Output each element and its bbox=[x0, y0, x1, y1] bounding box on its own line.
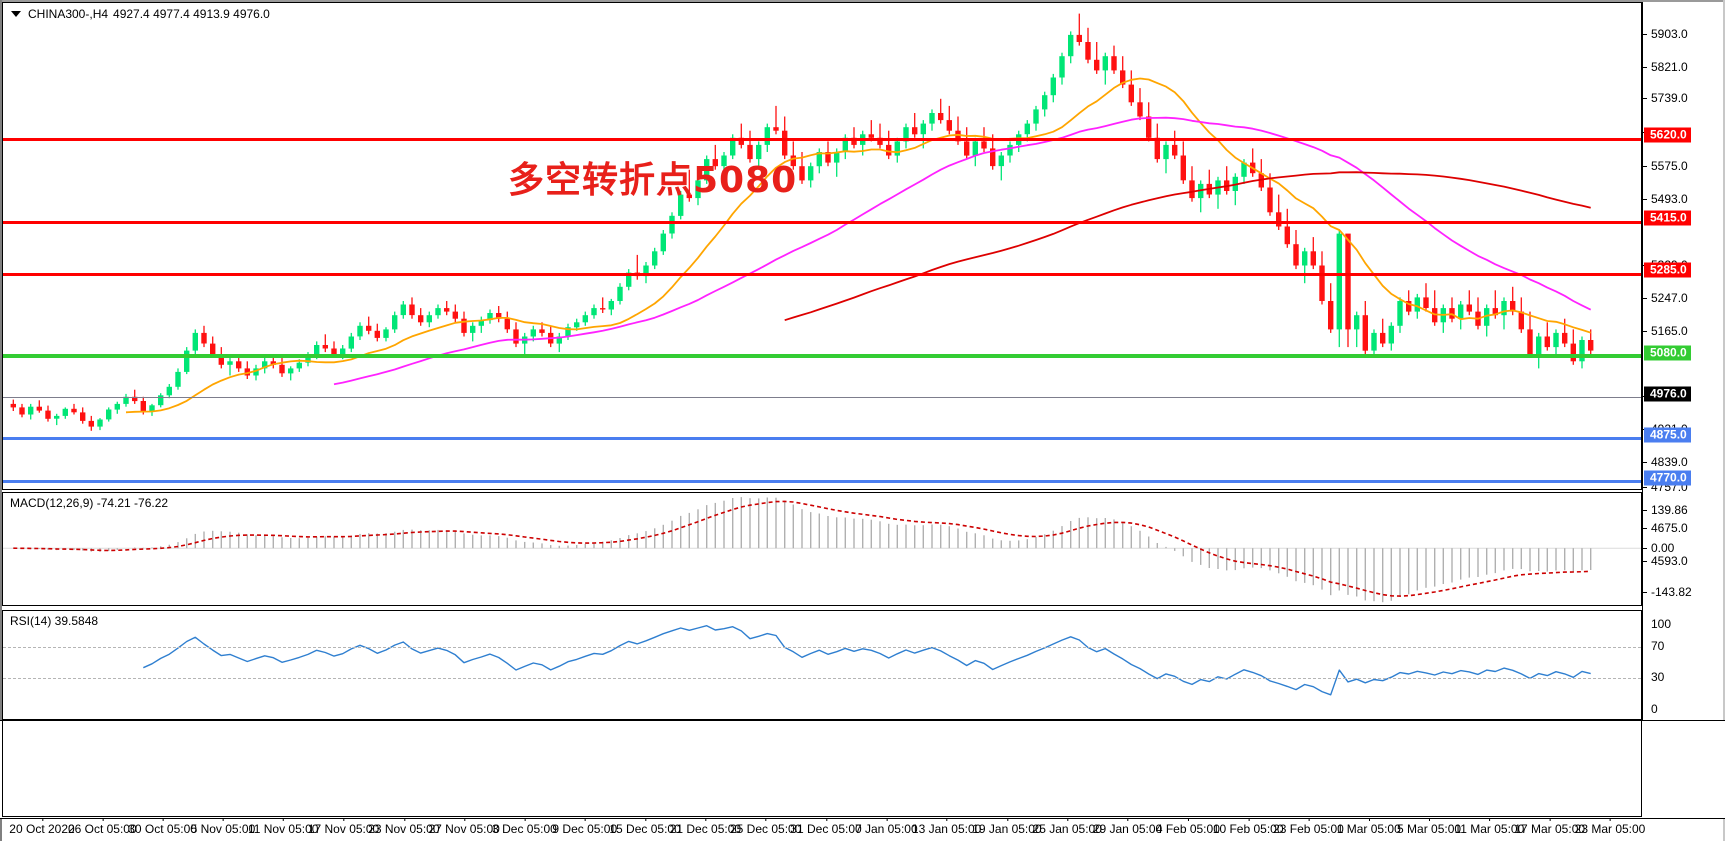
rsi-guide-70 bbox=[3, 647, 1641, 648]
macd-axis[interactable]: 139.86 0.00 -143.82 bbox=[1643, 492, 1723, 606]
time-label-11: 21 Dec 05:00 bbox=[669, 818, 742, 836]
price-badge-5285.0[interactable]: 5285.0 bbox=[1644, 262, 1691, 278]
time-label-8: 3 Dec 05:00 bbox=[492, 818, 557, 836]
time-label-15: 13 Jan 05:00 bbox=[911, 818, 982, 836]
rsi-indicator-label: RSI(14) 39.5848 bbox=[10, 614, 99, 628]
price-tick-5821.0: 5821.0 bbox=[1643, 61, 1688, 73]
time-label-14: 7 Jan 05:00 bbox=[854, 818, 918, 836]
price-series-svg bbox=[10, 13, 1594, 431]
price-pane[interactable]: CHINA300-,H4 4927.4 4977.4 4913.9 4976.0… bbox=[2, 2, 1642, 490]
price-tick-4839.0: 4839.0 bbox=[1643, 456, 1688, 468]
macd-pane[interactable]: MACD(12,26,9) -74.21 -76.22 bbox=[2, 492, 1642, 606]
price-plot-area bbox=[3, 3, 1641, 489]
time-label-21: 23 Feb 05:00 bbox=[1273, 818, 1344, 836]
macd-series-svg bbox=[3, 497, 1641, 603]
time-label-0: 20 Oct 2020 bbox=[9, 818, 75, 836]
rsi-tick-0: 0 bbox=[1651, 702, 1658, 716]
support-line-4770[interactable] bbox=[3, 480, 1641, 483]
chart-header: CHINA300-,H4 4927.4 4977.4 4913.9 4976.0 bbox=[11, 7, 270, 21]
time-label-18: 29 Jan 05:00 bbox=[1092, 818, 1163, 836]
macd-tick-0.00: 0.00 bbox=[1643, 542, 1674, 554]
rsi-tick-30: 30 bbox=[1651, 670, 1665, 684]
chart-bottom-band bbox=[0, 720, 1725, 818]
price-tick-5247.0: 5247.0 bbox=[1643, 292, 1688, 304]
time-label-5: 17 Nov 05:00 bbox=[307, 818, 380, 836]
rsi-axis[interactable]: 100 70 30 0 bbox=[1643, 610, 1723, 720]
time-label-23: 5 Mar 05:00 bbox=[1397, 818, 1462, 836]
price-tick-5739.0: 5739.0 bbox=[1643, 92, 1688, 104]
time-label-19: 4 Feb 05:00 bbox=[1155, 818, 1220, 836]
chart-annotation-text: 多空转折点5080 bbox=[508, 160, 798, 201]
time-label-12: 25 Dec 05:00 bbox=[729, 818, 802, 836]
current-price-line bbox=[3, 397, 1641, 398]
price-tick-5493.0: 5493.0 bbox=[1643, 193, 1688, 205]
time-label-20: 10 Feb 05:00 bbox=[1212, 818, 1284, 836]
macd-indicator-label: MACD(12,26,9) -74.21 -76.22 bbox=[10, 496, 169, 510]
time-label-17: 25 Jan 05:00 bbox=[1032, 818, 1102, 836]
price-axis[interactable]: 5903.05821.05739.05657.05575.05493.05329… bbox=[1643, 2, 1723, 567]
price-tick-4593.0: 4593.0 bbox=[1643, 555, 1688, 567]
time-label-2: 30 Oct 05:00 bbox=[128, 818, 197, 836]
time-label-9: 9 Dec 05:00 bbox=[552, 818, 618, 836]
time-label-7: 27 Nov 05:00 bbox=[428, 818, 500, 836]
rsi-pane[interactable]: RSI(14) 39.5848 bbox=[2, 610, 1642, 720]
time-axis[interactable]: 20 Oct 2020 26 Oct 05:00 30 Oct 05:00 5 Nov… bbox=[0, 818, 1725, 841]
time-label-3: 5 Nov 05:00 bbox=[190, 818, 256, 836]
time-label-4: 11 Nov 05:00 bbox=[247, 818, 319, 836]
vertical-scrollbar[interactable] bbox=[1723, 0, 1725, 841]
price-tick-4675.0: 4675.0 bbox=[1643, 522, 1688, 534]
price-badge-5620.0[interactable]: 5620.0 bbox=[1644, 127, 1691, 143]
time-label-26: 23 Mar 05:00 bbox=[1574, 818, 1646, 836]
price-badge-5415.0[interactable]: 5415.0 bbox=[1644, 210, 1691, 226]
triangle-down-icon[interactable] bbox=[11, 11, 21, 17]
rsi-tick-70: 70 bbox=[1651, 639, 1665, 653]
price-badge-5080.0[interactable]: 5080.0 bbox=[1644, 345, 1691, 361]
resistance-line-5285[interactable] bbox=[3, 273, 1641, 276]
macd-tick--143.82: -143.82 bbox=[1643, 586, 1692, 598]
time-label-10: 15 Dec 05:00 bbox=[609, 818, 681, 836]
support-line-4875[interactable] bbox=[3, 437, 1641, 440]
price-axis-divider bbox=[1642, 2, 1643, 720]
chart-bottom-band-inner bbox=[2, 721, 1642, 817]
ohlc-values: 4927.4 4977.4 4913.9 4976.0 bbox=[113, 7, 270, 21]
time-label-22: 1 Mar 05:00 bbox=[1336, 818, 1401, 836]
window-top-border bbox=[0, 0, 1725, 2]
price-badge-4875.0[interactable]: 4875.0 bbox=[1644, 427, 1691, 443]
time-label-13: 31 Dec 05:00 bbox=[790, 818, 862, 836]
rsi-tick-100: 100 bbox=[1651, 617, 1672, 631]
price-badge-4976.0[interactable]: 4976.0 bbox=[1644, 386, 1691, 402]
time-label-24: 11 Mar 05:00 bbox=[1454, 818, 1525, 836]
time-label-25: 17 Mar 05:00 bbox=[1514, 818, 1586, 836]
time-label-6: 23 Nov 05:00 bbox=[368, 818, 440, 836]
pivot-line-5080[interactable] bbox=[3, 354, 1641, 358]
rsi-plot-area bbox=[3, 611, 1641, 719]
price-tick-5575.0: 5575.0 bbox=[1643, 160, 1688, 172]
rsi-guide-30 bbox=[3, 678, 1641, 679]
time-label-1: 26 Oct 05:00 bbox=[67, 818, 137, 836]
time-label-16: 19 Jan 05:00 bbox=[972, 818, 1042, 836]
resistance-line-5620[interactable] bbox=[3, 138, 1641, 141]
price-badge-4770.0[interactable]: 4770.0 bbox=[1644, 470, 1691, 486]
price-tick-5165.0: 5165.0 bbox=[1643, 325, 1688, 337]
resistance-line-5415[interactable] bbox=[3, 221, 1641, 224]
macd-tick-139.86: 139.86 bbox=[1643, 504, 1688, 516]
price-tick-5903.0: 5903.0 bbox=[1643, 28, 1688, 40]
rsi-series-svg bbox=[143, 625, 1591, 696]
window-left-border bbox=[0, 0, 2, 841]
symbol-label: CHINA300-,H4 bbox=[28, 7, 109, 21]
macd-plot-area bbox=[3, 493, 1641, 605]
